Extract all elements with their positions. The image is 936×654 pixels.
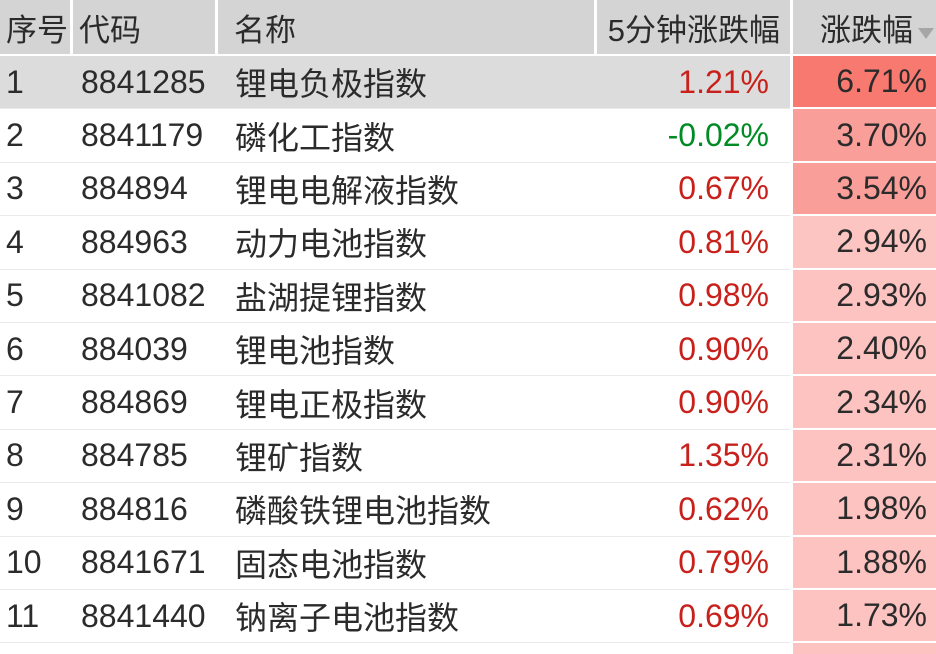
cell-5min-change: 0.67% <box>594 163 790 217</box>
column-header-code[interactable]: 代码 <box>70 0 215 56</box>
table-row-partial[interactable] <box>0 643 936 654</box>
cell <box>594 643 790 654</box>
cell-name: 锂电电解液指数 <box>215 163 594 217</box>
cell-seq: 4 <box>0 216 70 270</box>
table-row[interactable]: 10 8841671 固态电池指数 0.79% 1.88% <box>0 536 936 590</box>
cell-5min-change: 1.21% <box>594 56 790 110</box>
cell-5min-change: 0.90% <box>594 376 790 430</box>
table-row[interactable]: 11 8841440 钠离子电池指数 0.69% 1.73% <box>0 589 936 644</box>
table-row[interactable]: 9 884816 磷酸铁锂电池指数 0.62% 1.98% <box>0 483 936 537</box>
cell-change: 1.73% <box>790 589 936 644</box>
cell-name: 盐湖提锂指数 <box>215 270 594 323</box>
cell-5min-change: 0.79% <box>594 537 790 590</box>
cell-name: 钠离子电池指数 <box>215 590 594 644</box>
cell-change: 2.34% <box>790 376 936 430</box>
column-header-5min-change[interactable]: 5分钟涨跌幅 <box>594 0 790 56</box>
cell-code: 884816 <box>70 483 215 537</box>
cell-5min-change: -0.02% <box>594 109 790 163</box>
cell-name: 固态电池指数 <box>215 537 594 590</box>
column-header-seq[interactable]: 序号 <box>0 0 70 56</box>
cell-seq: 1 <box>0 56 70 110</box>
cell-change: 2.31% <box>790 429 936 484</box>
cell-seq: 6 <box>0 323 70 377</box>
column-header-name[interactable]: 名称 <box>215 0 594 56</box>
cell-change: 3.70% <box>790 109 936 163</box>
cell-seq: 5 <box>0 270 70 323</box>
table-row[interactable]: 4 884963 动力电池指数 0.81% 2.94% <box>0 216 936 270</box>
cell-seq: 11 <box>0 590 70 644</box>
cell-code: 884869 <box>70 376 215 430</box>
cell <box>0 643 70 654</box>
table-row[interactable]: 5 8841082 盐湖提锂指数 0.98% 2.93% <box>0 269 936 323</box>
cell-code: 8841671 <box>70 537 215 590</box>
cell <box>70 643 215 654</box>
table-body: 1 8841285 锂电负极指数 1.21% 6.71% 2 8841179 磷化工指数 -0.… <box>0 56 936 654</box>
cell-change: 6.71% <box>790 56 936 110</box>
table-row[interactable]: 3 884894 锂电电解液指数 0.67% 3.54% <box>0 162 936 217</box>
cell-seq: 3 <box>0 163 70 217</box>
cell-code: 8841285 <box>70 56 215 110</box>
table-row[interactable]: 7 884869 锂电正极指数 0.90% 2.34% <box>0 376 936 430</box>
header-row: 序号 代码 名称 5分钟涨跌幅 涨跌幅 <box>0 0 936 56</box>
cell-name: 锂电正极指数 <box>215 376 594 430</box>
cell-5min-change: 1.35% <box>594 430 790 484</box>
cell-code: 884894 <box>70 163 215 217</box>
cell-name: 磷酸铁锂电池指数 <box>215 483 594 537</box>
cell-change: 2.93% <box>790 269 936 323</box>
cell-code: 884039 <box>70 323 215 377</box>
table-row[interactable]: 1 8841285 锂电负极指数 1.21% 6.71% <box>0 56 936 110</box>
cell-code: 884785 <box>70 430 215 484</box>
cell-seq: 9 <box>0 483 70 537</box>
cell-name: 锂电池指数 <box>215 323 594 377</box>
cell-code: 884963 <box>70 216 215 270</box>
cell-code: 8841179 <box>70 109 215 163</box>
table-row[interactable]: 6 884039 锂电池指数 0.90% 2.40% <box>0 322 936 377</box>
cell-5min-change: 0.81% <box>594 216 790 270</box>
cell-change: 2.40% <box>790 322 936 377</box>
table-header: 序号 代码 名称 5分钟涨跌幅 涨跌幅 <box>0 0 936 56</box>
cell <box>215 643 594 654</box>
cell-5min-change: 0.90% <box>594 323 790 377</box>
cell-seq: 8 <box>0 430 70 484</box>
cell-change <box>790 643 936 654</box>
cell-name: 动力电池指数 <box>215 216 594 270</box>
table-row[interactable]: 8 884785 锂矿指数 1.35% 2.31% <box>0 429 936 484</box>
table-row[interactable]: 2 8841179 磷化工指数 -0.02% 3.70% <box>0 109 936 163</box>
cell-code: 8841082 <box>70 270 215 323</box>
column-header-change[interactable]: 涨跌幅 <box>790 0 936 56</box>
cell-seq: 7 <box>0 376 70 430</box>
cell-5min-change: 0.69% <box>594 590 790 644</box>
sort-desc-triangle-icon[interactable] <box>918 27 934 39</box>
cell-change: 3.54% <box>790 162 936 217</box>
cell-seq: 10 <box>0 537 70 590</box>
cell-change: 2.94% <box>790 216 936 270</box>
cell-5min-change: 0.98% <box>594 270 790 323</box>
cell-seq: 2 <box>0 109 70 163</box>
cell-name: 锂电负极指数 <box>215 56 594 110</box>
cell-code: 8841440 <box>70 590 215 644</box>
cell-change: 1.88% <box>790 536 936 590</box>
cell-change: 1.98% <box>790 483 936 537</box>
cell-name: 锂矿指数 <box>215 430 594 484</box>
cell-5min-change: 0.62% <box>594 483 790 537</box>
cell-name: 磷化工指数 <box>215 109 594 163</box>
column-header-change-label: 涨跌幅 <box>820 12 913 48</box>
